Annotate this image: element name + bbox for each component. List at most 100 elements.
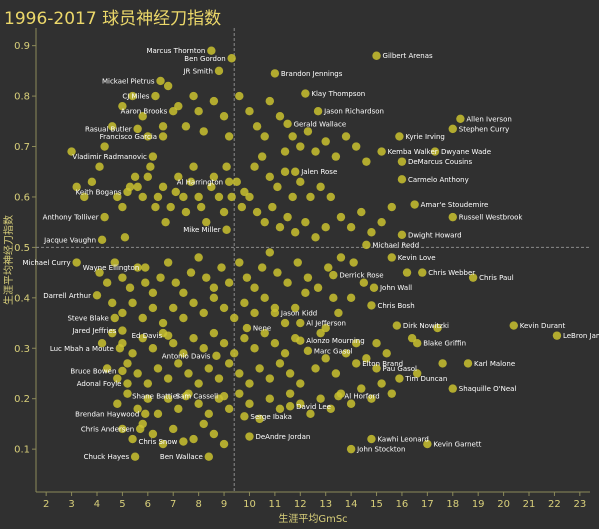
data-point — [270, 339, 280, 348]
data-point — [120, 233, 130, 242]
data-point-labeled — [372, 364, 381, 373]
point-label: John Stockton — [356, 446, 405, 454]
data-point-labeled — [151, 91, 160, 101]
point-label: Bruce Bowen — [70, 367, 116, 375]
data-point — [311, 364, 320, 373]
data-point — [265, 248, 274, 257]
y-tick-label: 0.9 — [14, 41, 30, 52]
data-point — [143, 132, 153, 141]
data-point — [130, 172, 140, 181]
data-point — [143, 379, 153, 388]
data-point — [242, 273, 252, 282]
data-point-labeled — [181, 391, 191, 401]
data-point — [128, 434, 137, 444]
data-point — [199, 344, 208, 353]
data-point — [108, 328, 117, 338]
data-point — [158, 122, 168, 131]
data-point — [100, 142, 109, 151]
data-point — [352, 339, 361, 348]
data-point — [209, 172, 219, 181]
data-point — [171, 278, 180, 287]
point-label: Gilbert Arenas — [383, 52, 433, 60]
data-point — [255, 364, 264, 373]
data-point — [123, 359, 132, 368]
data-point — [359, 278, 369, 287]
x-tick-label: 21 — [523, 499, 536, 510]
data-point-labeled — [118, 326, 127, 335]
data-point — [336, 212, 346, 222]
data-point — [194, 253, 203, 262]
data-point — [245, 107, 254, 116]
data-point — [179, 349, 188, 358]
data-point — [362, 354, 371, 363]
data-point — [214, 374, 224, 383]
point-label: Ed Davis — [132, 332, 163, 340]
y-tick-label: 0.4 — [14, 293, 30, 304]
data-point-labeled — [412, 339, 422, 348]
data-point — [181, 207, 191, 217]
data-point — [245, 379, 254, 388]
data-point — [265, 374, 274, 383]
point-label: Gerald Wallace — [294, 120, 347, 128]
x-tick-label: 13 — [319, 499, 332, 510]
data-point — [438, 359, 447, 368]
data-point — [158, 439, 168, 449]
data-point-labeled — [448, 384, 457, 393]
data-point — [219, 339, 229, 348]
x-axis-title: 生涯平均GmSc — [278, 512, 347, 525]
data-point — [133, 369, 142, 378]
data-point — [133, 404, 142, 413]
y-tick-label: 0.8 — [14, 92, 30, 103]
data-point-labeled — [397, 175, 407, 184]
x-tick-label: 7 — [170, 499, 176, 510]
x-tick-label: 14 — [345, 499, 358, 510]
data-point — [219, 303, 229, 313]
reference-lines — [36, 28, 590, 492]
point-label: Chris Andersen — [81, 425, 134, 433]
data-point — [321, 137, 330, 146]
data-point — [169, 424, 178, 434]
point-label: Michael Curry — [23, 259, 71, 267]
point-label: Vladimir Radmanovic — [72, 153, 147, 161]
x-tick-label: 8 — [195, 499, 201, 510]
data-point — [316, 182, 325, 192]
data-point — [301, 288, 310, 297]
data-point-labeled — [214, 66, 224, 76]
data-point-labeled — [207, 46, 216, 55]
point-label: Al Harrington — [177, 178, 223, 186]
data-point — [148, 429, 158, 439]
data-point — [179, 288, 188, 297]
point-label: Kevin Garnett — [433, 441, 481, 449]
data-point-labeled — [334, 391, 343, 401]
data-point — [189, 91, 198, 101]
data-point — [184, 369, 193, 378]
data-point — [138, 112, 147, 121]
data-point — [179, 192, 188, 202]
data-point — [148, 288, 158, 297]
data-point — [123, 389, 132, 398]
x-tick-label: 3 — [68, 499, 74, 510]
data-point-labeled — [115, 344, 125, 353]
data-point — [324, 263, 333, 272]
point-label: Aaron Brooks — [121, 108, 168, 116]
data-point-labeled — [303, 346, 313, 355]
point-label: Jason Richardson — [323, 108, 384, 116]
data-point-labeled — [352, 359, 361, 368]
x-tick-label: 23 — [573, 499, 586, 510]
data-point — [316, 328, 325, 338]
point-label: Derrick Rose — [339, 272, 383, 280]
data-point-labeled — [204, 452, 214, 461]
data-point-labeled — [509, 321, 518, 330]
data-point — [97, 339, 107, 348]
data-point — [80, 192, 89, 202]
data-point-labeled — [158, 132, 168, 141]
data-point-labeled — [133, 124, 142, 134]
data-point — [260, 293, 269, 303]
point-label: Darrell Arthur — [43, 292, 91, 300]
data-point-labeled — [372, 51, 381, 60]
data-point — [237, 202, 247, 212]
data-point — [128, 91, 137, 101]
data-point — [102, 278, 112, 287]
y-tick-label: 0.6 — [14, 192, 30, 203]
x-tick-label: 10 — [243, 499, 256, 510]
